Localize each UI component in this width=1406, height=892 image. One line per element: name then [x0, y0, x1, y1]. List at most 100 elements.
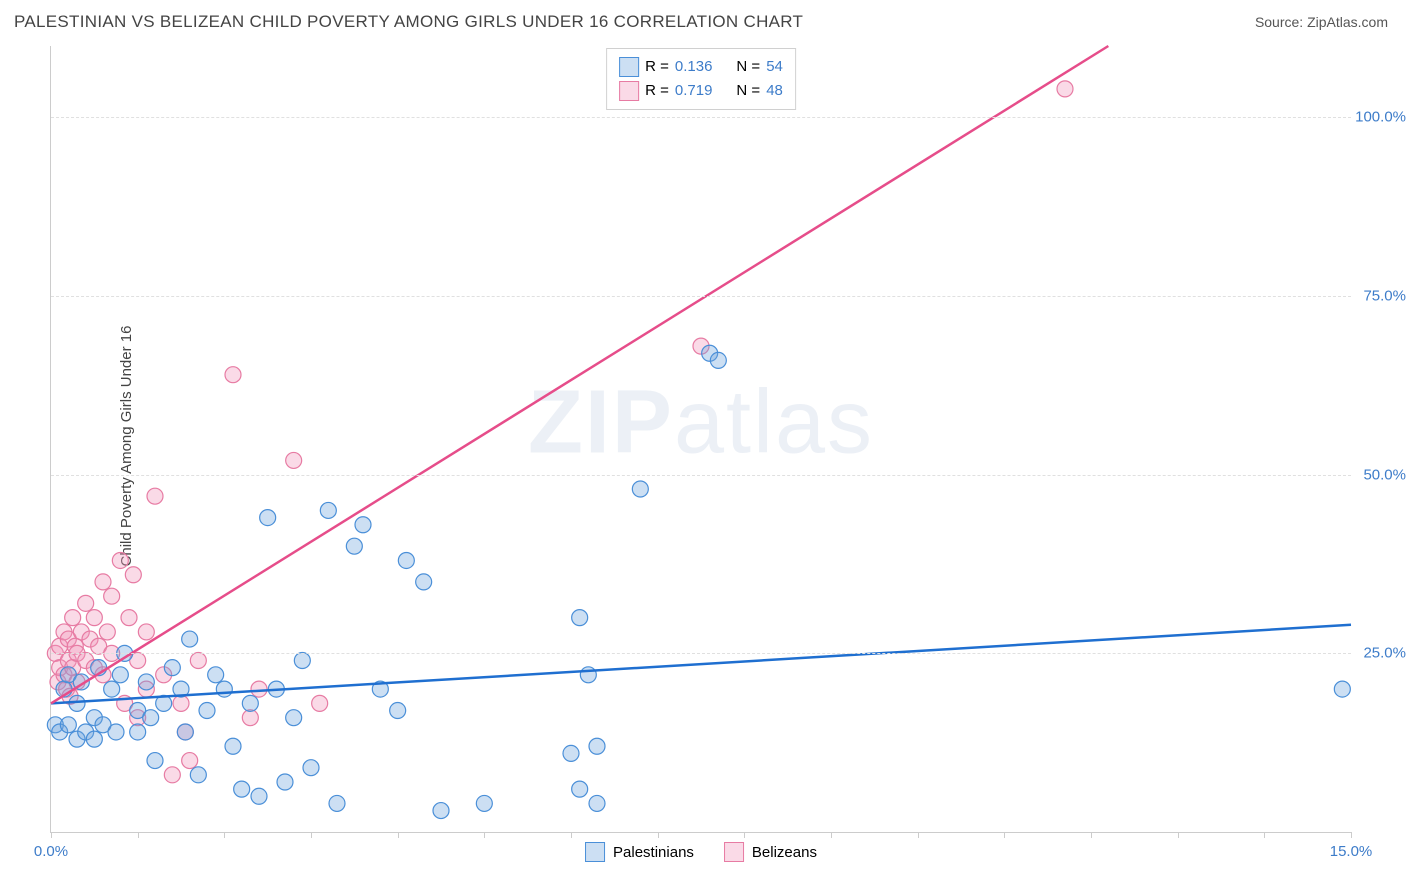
data-point: [199, 703, 215, 719]
gridline-h: [51, 475, 1351, 476]
data-point: [286, 452, 302, 468]
data-point: [99, 624, 115, 640]
data-point: [130, 724, 146, 740]
x-tick: [1004, 832, 1005, 838]
data-point: [65, 610, 81, 626]
data-point: [225, 367, 241, 383]
scatter-svg: [51, 46, 1351, 832]
trend-line: [51, 46, 1108, 703]
data-point: [173, 695, 189, 711]
data-point: [208, 667, 224, 683]
data-point: [355, 517, 371, 533]
source-label: Source:: [1255, 14, 1307, 30]
data-point: [190, 767, 206, 783]
r-label: R =: [645, 79, 669, 103]
data-point: [104, 588, 120, 604]
data-point: [86, 731, 102, 747]
x-tick: [1178, 832, 1179, 838]
data-point: [147, 488, 163, 504]
data-point: [416, 574, 432, 590]
data-point: [390, 703, 406, 719]
data-point: [112, 667, 128, 683]
data-point: [121, 610, 137, 626]
source-attribution: Source: ZipAtlas.com: [1255, 14, 1388, 30]
data-point: [242, 710, 258, 726]
x-tick: [1264, 832, 1265, 838]
source-value: ZipAtlas.com: [1307, 14, 1388, 30]
y-tick-label: 25.0%: [1363, 645, 1406, 662]
data-point: [143, 710, 159, 726]
data-point: [112, 552, 128, 568]
data-point: [346, 538, 362, 554]
gridline-h: [51, 117, 1351, 118]
data-point: [216, 681, 232, 697]
correlation-legend: R = 0.136 N = 54 R = 0.719 N = 48: [606, 48, 796, 110]
data-point: [312, 695, 328, 711]
y-tick-label: 100.0%: [1355, 109, 1406, 126]
data-point: [589, 795, 605, 811]
legend-swatch-palestinians: [585, 842, 605, 862]
data-point: [710, 352, 726, 368]
data-point: [260, 510, 276, 526]
data-point: [138, 674, 154, 690]
data-point: [164, 660, 180, 676]
legend-label-belizeans: Belizeans: [752, 844, 817, 861]
data-point: [572, 610, 588, 626]
data-point: [303, 760, 319, 776]
x-tick: [1351, 832, 1352, 838]
data-point: [329, 795, 345, 811]
data-point: [125, 567, 141, 583]
legend-item-belizeans: Belizeans: [724, 842, 817, 862]
legend-swatch-belizeans: [619, 81, 639, 101]
data-point: [242, 695, 258, 711]
n-value-belizeans: 48: [766, 79, 783, 103]
chart-title: PALESTINIAN VS BELIZEAN CHILD POVERTY AM…: [14, 12, 803, 32]
data-point: [138, 624, 154, 640]
n-label: N =: [736, 79, 760, 103]
y-tick-label: 50.0%: [1363, 466, 1406, 483]
legend-row-palestinians: R = 0.136 N = 54: [619, 55, 783, 79]
x-tick: [744, 832, 745, 838]
data-point: [86, 610, 102, 626]
data-point: [182, 631, 198, 647]
data-point: [177, 724, 193, 740]
x-tick: [138, 832, 139, 838]
data-point: [277, 774, 293, 790]
data-point: [251, 681, 267, 697]
legend-label-palestinians: Palestinians: [613, 844, 694, 861]
data-point: [433, 803, 449, 819]
data-point: [182, 753, 198, 769]
y-tick-label: 75.0%: [1363, 288, 1406, 305]
data-point: [225, 738, 241, 754]
data-point: [190, 653, 206, 669]
x-tick: [224, 832, 225, 838]
data-point: [589, 738, 605, 754]
data-point: [320, 502, 336, 518]
data-point: [95, 574, 111, 590]
r-value-belizeans: 0.719: [675, 79, 713, 103]
x-tick: [831, 832, 832, 838]
data-point: [580, 667, 596, 683]
x-tick-label: 15.0%: [1330, 843, 1373, 860]
gridline-h: [51, 653, 1351, 654]
r-value-palestinians: 0.136: [675, 55, 713, 79]
series-legend: Palestinians Belizeans: [585, 842, 817, 862]
gridline-h: [51, 296, 1351, 297]
data-point: [104, 681, 120, 697]
data-point: [147, 753, 163, 769]
data-point: [1334, 681, 1350, 697]
data-point: [563, 745, 579, 761]
n-value-palestinians: 54: [766, 55, 783, 79]
data-point: [476, 795, 492, 811]
data-point: [78, 595, 94, 611]
data-point: [398, 552, 414, 568]
data-point: [251, 788, 267, 804]
data-point: [632, 481, 648, 497]
data-point: [164, 767, 180, 783]
legend-item-palestinians: Palestinians: [585, 842, 694, 862]
data-point: [572, 781, 588, 797]
x-tick: [484, 832, 485, 838]
data-point: [286, 710, 302, 726]
x-tick: [571, 832, 572, 838]
legend-row-belizeans: R = 0.719 N = 48: [619, 79, 783, 103]
